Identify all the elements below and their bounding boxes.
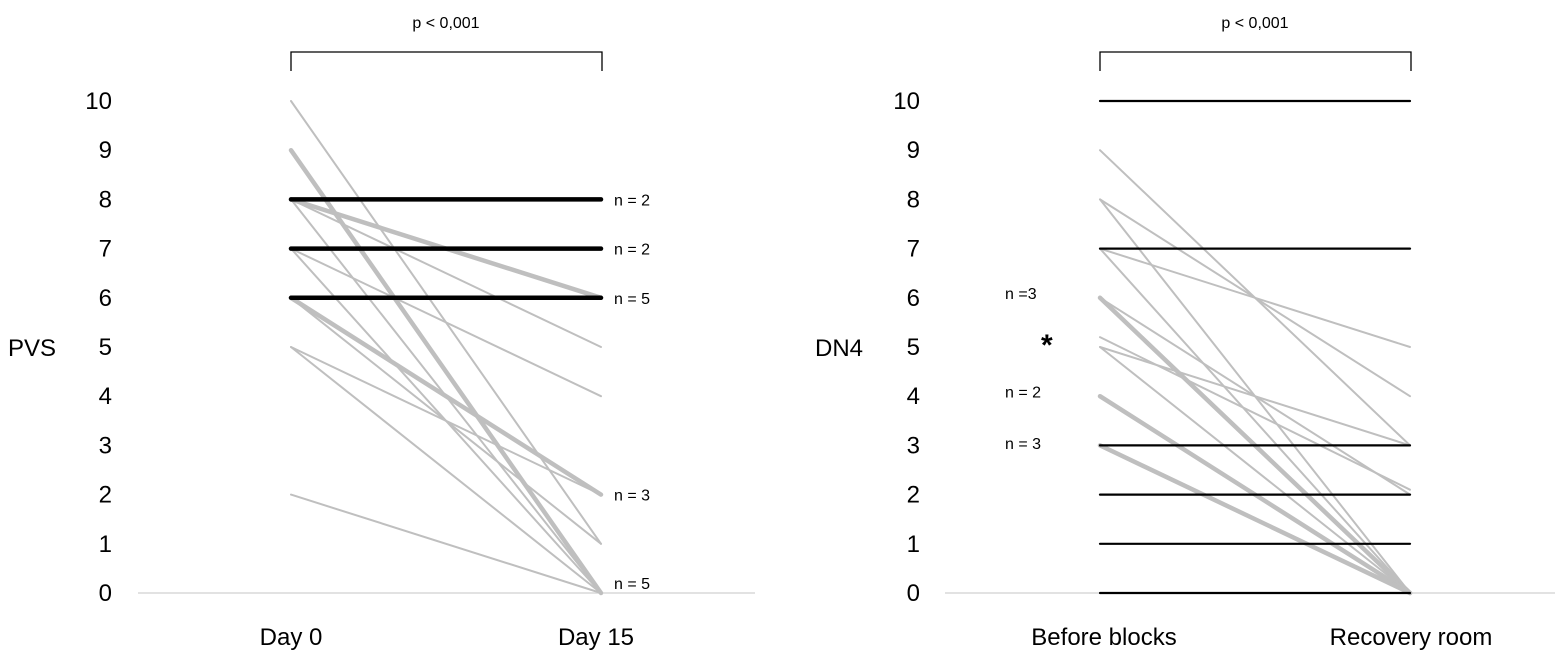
dn4-y-tick-label: 8 [907,186,920,213]
pvs-series-line-12 [290,346,602,496]
pvs-n-annotation: n = 3 [614,488,650,505]
pvs-y-tick-label: 4 [99,383,112,410]
dn4-y-tick-label: 10 [893,88,920,115]
dn4-x-category-1: Recovery room [1330,624,1493,651]
pvs-panel: p < 0,001 PVS Day 0 Day 15 012345678910 … [8,15,755,651]
pvs-x-category-1: Day 15 [558,624,634,651]
dn4-y-tick-label: 2 [907,482,920,509]
dn4-y-tick-label: 7 [907,236,920,263]
dn4-y-tick-label: 0 [907,580,920,607]
pvs-y-tick-label: 5 [99,334,112,361]
dn4-n-annotation: n =3 [1005,286,1037,303]
dn4-y-tick-label: 3 [907,432,920,459]
pvs-n-annotation: n = 5 [614,576,650,593]
dn4-y-tick-label: 1 [907,531,920,558]
dn4-series-line-12 [1099,247,1411,348]
dn4-p-value: p < 0,001 [1221,15,1288,32]
dn4-y-tick-label: 6 [907,285,920,312]
dn4-y-axis-label: DN4 [815,335,863,362]
pvs-series-line-8 [290,198,602,594]
pvs-y-axis-label: PVS [8,335,56,362]
dn4-x-category-0: Before blocks [1031,624,1176,651]
pvs-y-tick-label: 6 [99,285,112,312]
dn4-y-tick-label: 9 [907,137,920,164]
pvs-y-tick-label: 10 [85,88,112,115]
dn4-series-line-8 [1097,443,1413,596]
pvs-y-tick-label: 7 [99,236,112,263]
pvs-x-category-0: Day 0 [260,624,323,651]
dn4-series-line-13 [1099,247,1411,594]
dn4-significance-marker: * [1041,329,1053,362]
pvs-series-line-5 [288,147,604,596]
dn4-n-annotation: n = 3 [1005,436,1041,453]
dn4-series-line-16 [1099,346,1411,447]
dn4-y-tick-label: 4 [907,383,920,410]
pvs-p-value: p < 0,001 [412,15,479,32]
pvs-y-tick-label: 0 [99,580,112,607]
pvs-series-line-13 [290,346,602,594]
dn4-y-tick-label: 5 [907,334,920,361]
pvs-n-annotation: n = 2 [614,242,650,259]
pvs-series-line-7 [290,198,602,348]
dn4-n-annotation: n = 2 [1005,384,1041,401]
pvs-y-tick-label: 2 [99,482,112,509]
pvs-y-tick-label: 3 [99,432,112,459]
dn4-significance-bracket [1099,51,1412,71]
dn4-series-line-17 [1099,346,1411,594]
dn4-panel: p < 0,001 DN4 Before blocks Recovery roo… [815,15,1555,651]
pvs-significance-bracket [290,51,603,71]
pvs-series-line-14 [290,493,602,594]
pvs-series-line-9 [290,247,602,398]
pvs-y-tick-label: 1 [99,531,112,558]
pvs-y-tick-label: 9 [99,137,112,164]
pvs-n-annotation: n = 5 [614,291,650,308]
pvs-n-annotation: n = 2 [614,192,650,209]
pvs-y-tick-label: 8 [99,186,112,213]
